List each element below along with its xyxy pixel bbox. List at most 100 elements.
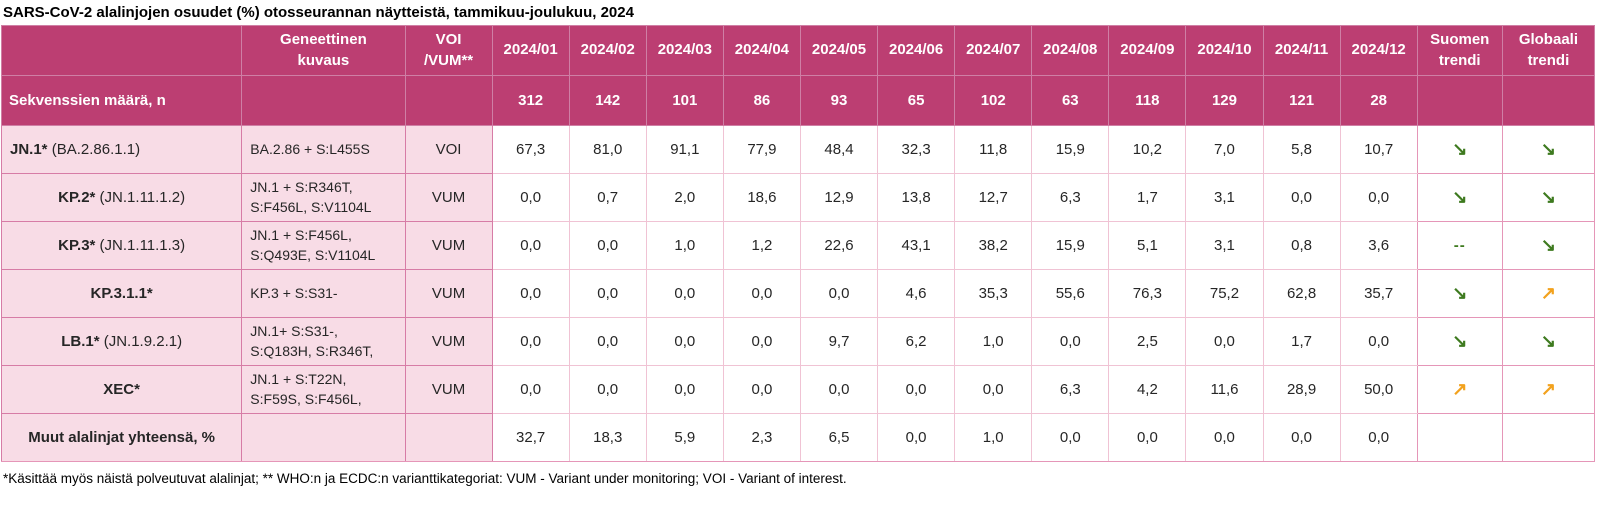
sequence-count-value: 93 [799,75,879,126]
percentage-cell: 0,0 [1339,173,1418,222]
percentage-cell: 50,0 [1339,365,1418,414]
percentage-cell: 48,4 [799,125,879,174]
percentage-cell: 22,6 [799,221,879,270]
suomen-trend-cell: ↘ [1416,269,1503,318]
percentage-cell: 0,0 [491,365,570,414]
globaali-trend-cell: ↗ [1501,269,1596,318]
voi-vum-category-cell: VUM [404,269,493,318]
genetic-description-cell [241,413,406,462]
table-row: LB.1* (JN.1.9.2.1) JN.1+ S:S31-, S:Q183H,… [0,317,1596,366]
variant-name: KP.2* [58,189,96,206]
variant-name: KP.3.1.1* [90,285,153,302]
genetic-description-cell: KP.3 + S:S31- [241,269,406,318]
sequence-count-value: 28 [1339,75,1418,126]
percentage-cell: 0,0 [491,317,570,366]
sequence-count-row: Sekvenssien määrä, n 312 142 101 86 93 65 102 6… [0,75,1596,126]
percentage-cell: 0,0 [645,269,724,318]
variant-alias: (JN.1.11.1.2) [95,189,186,206]
percentage-cell: 0,0 [1185,317,1264,366]
percentage-cell: 62,8 [1262,269,1341,318]
percentage-cell: 76,3 [1108,269,1187,318]
sequence-count-value: 129 [1185,75,1264,126]
percentage-cell: 32,7 [491,413,570,462]
percentage-cell: 77,9 [722,125,801,174]
table-row: JN.1* (BA.2.86.1.1) BA.2.86 + S:L455S VOI 6… [0,125,1596,174]
voi-vum-category-cell: VUM [404,365,493,414]
percentage-cell: 6,2 [877,317,956,366]
percentage-cell: 6,5 [799,413,879,462]
percentage-cell: 4,6 [877,269,956,318]
sequence-trend-empty-cell [1501,75,1596,126]
variant-table: Geneettinen kuvaus VOI /VUM** 2024/01 202… [0,25,1596,462]
voi-vum-category-cell: VUM [404,173,493,222]
variant-name: KP.3* [58,237,96,254]
percentage-cell: 9,7 [799,317,879,366]
percentage-cell: 0,0 [722,365,801,414]
percentage-cell: 0,8 [1262,221,1341,270]
variant-name: JN.1* [10,141,48,158]
sequence-count-value: 86 [722,75,801,126]
percentage-cell: 0,0 [568,221,647,270]
percentage-cell: 75,2 [1185,269,1264,318]
percentage-cell: 0,7 [568,173,647,222]
globaali-trend-cell: ↘ [1501,125,1596,174]
percentage-cell: 0,0 [1262,173,1341,222]
percentage-cell: 0,0 [1339,413,1418,462]
percentage-cell: 0,0 [877,365,956,414]
percentage-cell: 11,8 [954,125,1033,174]
percentage-cell: 35,7 [1339,269,1418,318]
month-header-4: 2024/04 [722,25,801,76]
month-header-11: 2024/11 [1262,25,1341,76]
percentage-cell: 5,8 [1262,125,1341,174]
percentage-cell: 32,3 [877,125,956,174]
percentage-cell: 5,1 [1108,221,1187,270]
variant-name: Muut alalinjat yhteensä, % [28,429,215,446]
suomen-trend-cell: ↗ [1416,365,1503,414]
table-row: KP.2* (JN.1.11.1.2) JN.1 + S:R346T, S:F45… [0,173,1596,222]
trend-down-arrow-icon: ↘ [1452,139,1468,159]
variant-name-cell: KP.3* (JN.1.11.1.3) [0,221,243,270]
page-title: SARS-CoV-2 alalinjojen osuudet (%) otoss… [3,4,634,21]
sequence-count-value: 312 [491,75,570,126]
percentage-cell: 0,0 [1031,317,1110,366]
percentage-cell: 11,6 [1185,365,1264,414]
month-header-5: 2024/05 [799,25,879,76]
table-row: KP.3* (JN.1.11.1.3) JN.1 + S:F456L, S:Q49… [0,221,1596,270]
sequence-trend-empty-cell [1416,75,1503,126]
month-header-7: 2024/07 [954,25,1033,76]
sequence-count-empty-cell [404,75,493,126]
trend-up-arrow-icon: ↗ [1540,283,1556,303]
percentage-cell: 1,7 [1262,317,1341,366]
percentage-cell: 5,9 [645,413,724,462]
variant-name: LB.1* [61,333,100,350]
trend-flat-arrow-icon: -- [1453,237,1466,254]
genetic-description-header: Geneettinen kuvaus [241,25,406,76]
sequence-count-value: 118 [1108,75,1187,126]
percentage-cell: 28,9 [1262,365,1341,414]
variant-alias: (JN.1.11.1.3) [95,237,186,254]
month-header-3: 2024/03 [645,25,724,76]
sequence-count-value: 101 [645,75,724,126]
percentage-cell: 0,0 [1108,413,1187,462]
variant-table-body: JN.1* (BA.2.86.1.1) BA.2.86 + S:L455S VOI 6… [0,125,1596,462]
percentage-cell: 43,1 [877,221,956,270]
percentage-cell: 10,2 [1108,125,1187,174]
suomen-trend-cell [1416,413,1503,462]
percentage-cell: 0,0 [1185,413,1264,462]
trend-down-arrow-icon: ↘ [1452,331,1468,351]
genetic-description-cell: JN.1 + S:T22N, S:F59S, S:F456L, [241,365,406,414]
trend-down-arrow-icon: ↘ [1540,235,1556,255]
globaali-trend-header: Globaali trendi [1501,25,1596,76]
percentage-cell: 55,6 [1031,269,1110,318]
variant-name-cell: JN.1* (BA.2.86.1.1) [0,125,243,174]
percentage-cell: 6,3 [1031,365,1110,414]
sequence-count-label: Sekvenssien määrä, n [0,75,243,126]
percentage-cell: 1,0 [954,413,1033,462]
suomen-trend-cell: ↘ [1416,317,1503,366]
genetic-description-cell: JN.1+ S:S31-, S:Q183H, S:R346T, [241,317,406,366]
percentage-cell: 1,2 [722,221,801,270]
percentage-cell: 2,0 [645,173,724,222]
percentage-cell: 2,3 [722,413,801,462]
footnote: *Käsittää myös näistä polveutuvat alalin… [3,471,847,486]
trend-down-arrow-icon: ↘ [1540,331,1556,351]
